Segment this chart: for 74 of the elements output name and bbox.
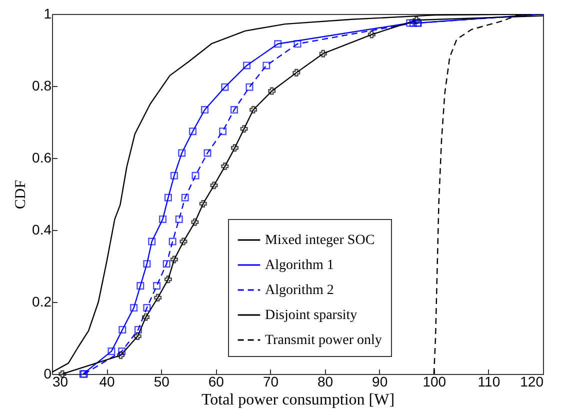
point (136, 282, 144, 290)
point (142, 313, 150, 321)
point (162, 260, 170, 268)
point (180, 238, 188, 246)
point (221, 83, 229, 91)
point (164, 276, 172, 284)
x-tick-label: 70 (262, 374, 279, 390)
point (143, 260, 151, 268)
point (274, 40, 282, 48)
point (134, 326, 142, 334)
point (246, 83, 254, 91)
point (188, 128, 197, 136)
y-tick-label: 1 (44, 6, 52, 22)
x-tick-label: 30 (52, 374, 68, 390)
legend-label: Algorithm 2 (265, 283, 334, 298)
x-tick-label: 110 (478, 374, 500, 390)
x-tick-label: 60 (208, 374, 224, 390)
y-tick-label: 0.2 (32, 294, 52, 310)
point (412, 16, 420, 24)
y-axis-title: CDF (13, 180, 30, 210)
point (108, 348, 116, 356)
point (199, 200, 207, 208)
point (130, 304, 138, 312)
point (294, 40, 302, 48)
point (243, 62, 251, 70)
point (168, 238, 176, 246)
legend-label: Disjoint sparsity (265, 308, 358, 323)
legend-label: Algorithm 1 (265, 258, 334, 273)
point (409, 19, 417, 27)
x-tick-label: 40 (99, 374, 116, 390)
point (148, 238, 156, 246)
y-tick-label: 0.6 (32, 150, 52, 166)
point (221, 162, 229, 170)
x-tick-label: 120 (520, 374, 544, 390)
point (164, 194, 172, 202)
point (204, 149, 212, 157)
point (175, 215, 183, 223)
y-tick-label: 0.4 (32, 222, 52, 238)
point (368, 30, 376, 38)
point (154, 294, 162, 302)
point (319, 50, 327, 58)
point (116, 352, 124, 360)
point (158, 215, 167, 223)
point (210, 182, 218, 190)
point (406, 19, 414, 27)
y-tick-label: 0.8 (32, 78, 52, 94)
point (268, 87, 276, 95)
point (262, 62, 270, 70)
point (152, 282, 161, 290)
x-tick-label: 80 (317, 374, 334, 390)
point (240, 125, 248, 133)
point (134, 332, 142, 340)
x-axis-title: Total power consumption [W] (201, 392, 395, 408)
point (170, 256, 178, 264)
point (292, 68, 300, 76)
point (181, 194, 189, 202)
legend-label: Transmit power only (265, 333, 382, 348)
point (118, 348, 126, 356)
point (178, 149, 186, 157)
point (118, 326, 126, 334)
point (192, 172, 200, 180)
point (250, 106, 258, 114)
x-tick-label: 90 (372, 374, 388, 390)
x-tick-label: 50 (154, 374, 170, 390)
legend-label: Mixed integer SOC (265, 233, 375, 248)
point (230, 106, 238, 114)
point (191, 218, 199, 226)
x-tick-label: 100 (422, 374, 446, 390)
y-tick-label: 0 (44, 366, 52, 382)
point (143, 304, 151, 312)
point (200, 106, 209, 114)
point (218, 128, 227, 136)
point (170, 172, 178, 180)
point (231, 144, 239, 152)
